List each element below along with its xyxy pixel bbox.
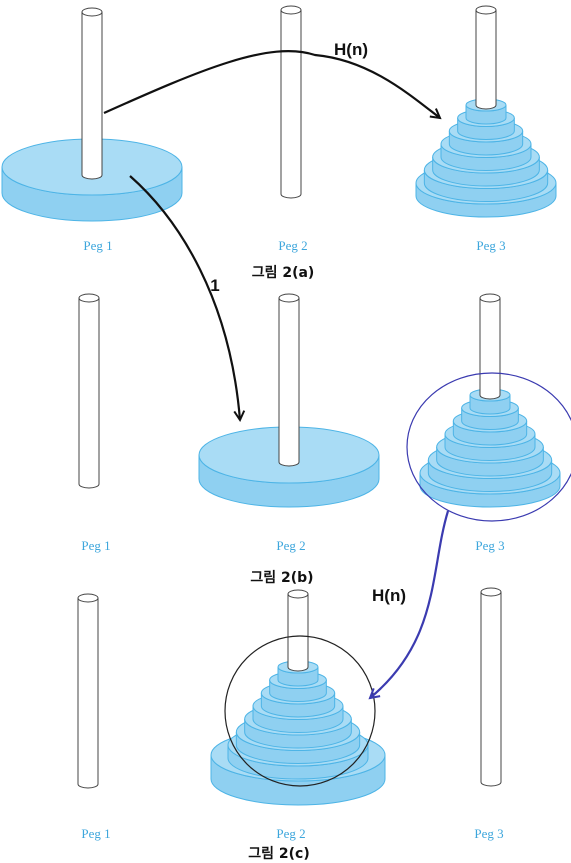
- arrow-label: 1: [210, 276, 219, 295]
- highlight-circle: [406, 372, 571, 522]
- peg-top: [475, 5, 497, 15]
- peg-top: [278, 293, 300, 303]
- peg-label: Peg 2: [276, 826, 305, 841]
- figure-c: Peg 1 Peg 2 Peg 3 그림 2(c): [77, 587, 504, 862]
- peg-body: [78, 298, 100, 489]
- figure-b: Peg 1 Peg 2 Peg 3 그림 2(b): [78, 293, 571, 586]
- peg-rod: [280, 5, 302, 199]
- arrow-one-move: [129, 175, 240, 420]
- fig-c-peg-2: [210, 589, 386, 806]
- peg-body: [77, 598, 99, 789]
- disk-stack: [227, 589, 369, 780]
- fig-c-peg-3: [480, 587, 502, 787]
- peg-label: Peg 2: [276, 538, 305, 553]
- peg-top: [479, 293, 501, 303]
- peg-top: [287, 589, 309, 599]
- peg-top: [280, 5, 302, 15]
- peg-body: [278, 298, 300, 467]
- peg-label: Peg 1: [83, 238, 112, 253]
- peg-rod: [77, 593, 99, 789]
- fig-b-peg-2: [198, 293, 380, 508]
- arrow-h-n-top: [103, 49, 440, 118]
- arrows: H(n) 1 H(n): [103, 40, 450, 698]
- disk-stack: [415, 5, 557, 218]
- highlight-circle: [224, 635, 376, 787]
- peg-rod: [78, 293, 100, 489]
- peg-label: Peg 1: [81, 538, 110, 553]
- fig-b-peg-3: [419, 293, 561, 508]
- fig-a-peg-2: [280, 5, 302, 199]
- arrow-label: H(n): [372, 586, 406, 605]
- peg-rod: [81, 7, 103, 180]
- peg-top: [78, 293, 100, 303]
- peg-top: [480, 587, 502, 597]
- peg-body: [280, 10, 302, 199]
- peg-label: Peg 3: [474, 826, 503, 841]
- fig-a-peg-3: [415, 5, 557, 218]
- arrow-label: H(n): [334, 40, 368, 59]
- peg-body: [479, 298, 501, 400]
- peg-rod: [480, 587, 502, 787]
- fig-a-peg-1: [1, 7, 183, 222]
- fig-b-peg-1: [78, 293, 100, 489]
- figure-caption: 그림 2(c): [248, 846, 309, 862]
- peg-label: Peg 3: [475, 538, 504, 553]
- arrow-h-n-bottom: [370, 510, 450, 698]
- peg-top: [81, 7, 103, 17]
- peg-body: [81, 12, 103, 180]
- figure-a: Peg 1 Peg 2 Peg 3 그림 2(a): [1, 5, 557, 281]
- peg-label: Peg 3: [476, 238, 505, 253]
- peg-rod: [278, 293, 300, 467]
- peg-top: [77, 593, 99, 603]
- peg-body: [480, 592, 502, 787]
- peg-body: [287, 594, 309, 672]
- fig-c-peg-1: [77, 593, 99, 789]
- figure-caption: 그림 2(a): [252, 265, 315, 281]
- peg-body: [475, 10, 497, 110]
- peg-label: Peg 1: [81, 826, 110, 841]
- peg-label: Peg 2: [278, 238, 307, 253]
- disk-stack: [419, 293, 561, 508]
- figure-caption: 그림 2(b): [250, 570, 313, 586]
